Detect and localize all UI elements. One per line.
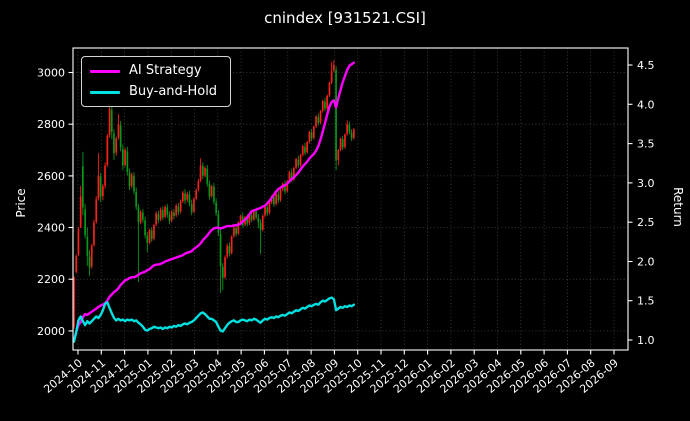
svg-text:3.5: 3.5 (637, 138, 655, 151)
svg-text:1.5: 1.5 (637, 295, 655, 308)
svg-text:3.0: 3.0 (637, 177, 655, 190)
legend: AI Strategy Buy-and-Hold (81, 56, 232, 107)
legend-label: Buy-and-Hold (129, 84, 218, 99)
svg-text:2400: 2400 (37, 222, 65, 235)
buy-and-hold-line-swatch (90, 90, 120, 94)
legend-item-buy-and-hold: Buy-and-Hold (90, 85, 217, 99)
svg-text:1.0: 1.0 (637, 334, 655, 347)
ai-strategy-line-swatch (90, 69, 120, 73)
svg-text:2.0: 2.0 (637, 256, 655, 269)
svg-text:2600: 2600 (37, 170, 65, 183)
svg-text:2800: 2800 (37, 118, 65, 131)
svg-text:2.5: 2.5 (637, 216, 655, 229)
svg-text:3000: 3000 (37, 67, 65, 80)
legend-label: AI Strategy (129, 63, 202, 78)
left-axis-label: Price (14, 188, 28, 218)
svg-text:2000: 2000 (37, 325, 65, 338)
chart-title: cnindex [931521.CSI] (264, 9, 426, 27)
legend-item-ai-strategy: AI Strategy (90, 64, 217, 78)
right-axis-label: Return (671, 187, 685, 227)
svg-text:4.5: 4.5 (637, 59, 655, 72)
svg-text:2200: 2200 (37, 273, 65, 286)
svg-text:4.0: 4.0 (637, 98, 655, 111)
